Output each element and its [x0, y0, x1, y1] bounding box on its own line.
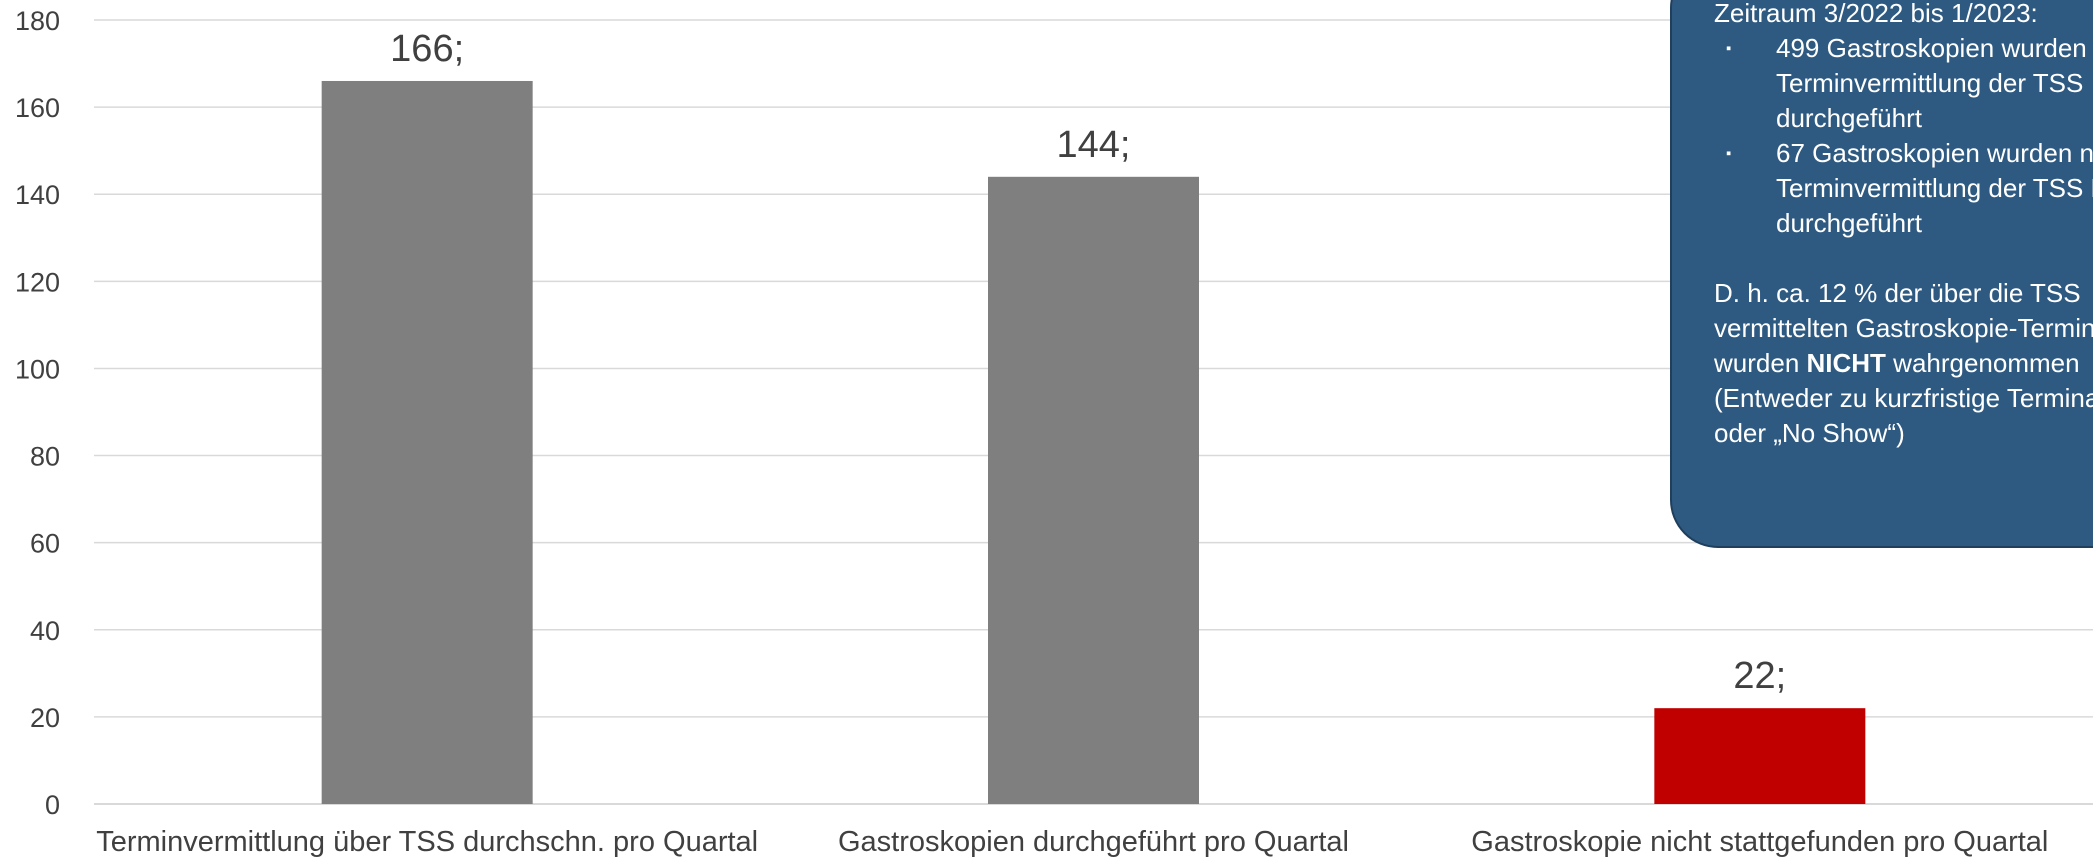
y-tick-label: 20 [30, 703, 60, 733]
callout-summary-suffix: wahrgenommen (Entweder zu kurzfristige T… [1714, 348, 2093, 448]
category-labels: Terminvermittlung über TSS durchschn. pr… [96, 826, 2048, 857]
callout-summary-prefix: D. h. ca. 12 % der über die TSS vermitte… [1714, 278, 2093, 378]
callout-bullet-item: ▪ 499 Gastroskopien wurden nach Terminve… [1714, 31, 2093, 136]
y-tick-label: 100 [15, 354, 60, 384]
data-label: 144; [1057, 124, 1131, 166]
category-label: Gastroskopie nicht stattgefunden pro Qua… [1471, 826, 2048, 857]
y-tick-label: 60 [30, 529, 60, 559]
callout-header: Zeitraum 3/2022 bis 1/2023: [1714, 0, 2038, 28]
y-tick-label: 40 [30, 616, 60, 646]
category-label: Gastroskopien durchgeführt pro Quartal [838, 826, 1349, 857]
callout-bullet-text: 67 Gastroskopien wurden nach Terminvermi… [1776, 138, 2093, 238]
y-tick-label: 80 [30, 442, 60, 472]
callout-box: Zeitraum 3/2022 bis 1/2023: ▪ 499 Gastro… [1670, 0, 2093, 548]
bullet-icon: ▪ [1726, 145, 1732, 162]
bullet-icon: ▪ [1726, 40, 1732, 57]
category-label: Terminvermittlung über TSS durchschn. pr… [96, 826, 758, 857]
y-tick-label: 180 [15, 6, 60, 36]
callout-summary-emphasis: NICHT [1806, 348, 1886, 378]
callout-bullet-list: ▪ 499 Gastroskopien wurden nach Terminve… [1714, 31, 2093, 241]
y-tick-label: 120 [15, 267, 60, 297]
callout-bullet-item: ▪ 67 Gastroskopien wurden nach Terminver… [1714, 136, 2093, 241]
bar [1654, 708, 1866, 804]
data-label: 22; [1733, 655, 1786, 697]
data-label: 166; [390, 28, 464, 70]
data-labels: 166; 144; 22; [390, 28, 1786, 697]
callout-summary: D. h. ca. 12 % der über die TSS vermitte… [1714, 276, 2093, 451]
y-tick-label: 160 [15, 93, 60, 123]
y-tick-label: 0 [45, 790, 60, 820]
callout-bullet-text: 499 Gastroskopien wurden nach Terminverm… [1776, 33, 2093, 133]
y-tick-label: 140 [15, 180, 60, 210]
y-axis-ticks: 0 20 40 60 80 100 120 140 160 180 [15, 6, 60, 820]
bars [321, 80, 1866, 805]
bar [988, 176, 1199, 805]
bar [321, 80, 533, 804]
